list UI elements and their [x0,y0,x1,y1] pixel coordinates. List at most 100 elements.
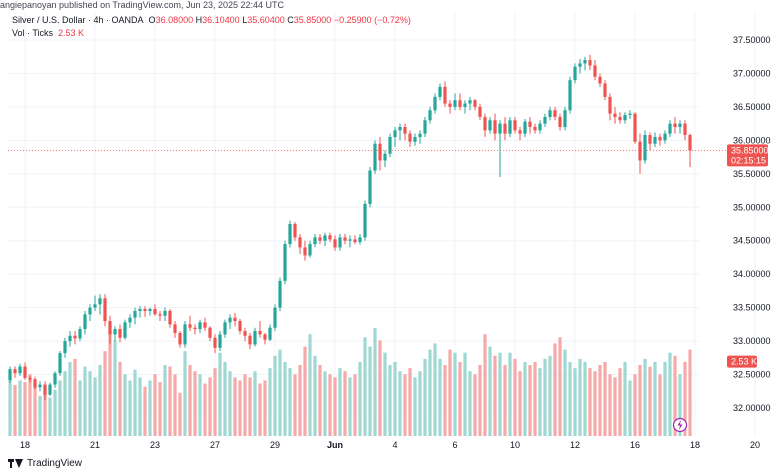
candle-body [498,123,502,134]
volume-bar [393,361,397,436]
volume-bar [648,366,652,436]
candle-body [153,308,157,315]
volume-bar [383,352,387,436]
volume-bar [633,374,637,436]
volume-bar [653,361,657,436]
candle-body [608,96,612,114]
volume-bar [218,352,222,436]
legend-open: 36.08000 [155,15,194,25]
time-axis[interactable]: 1821232729Jun46101216182024 [20,440,780,450]
volume-bar [88,371,92,436]
candle-body [368,170,372,204]
volume-bar [603,361,607,436]
candle-body [338,237,342,248]
volume-bar [478,365,482,436]
candle-body [433,96,437,111]
candle-body [48,384,52,395]
volume-bar [48,397,52,436]
candle-body [518,130,522,134]
volume-bar [413,377,417,436]
volume-bar [288,368,292,436]
x-tick-label: 23 [150,440,160,450]
lightning-icon-bolt [677,420,683,430]
volume-bar [493,355,497,436]
candle-body [168,310,172,325]
volume-bar [613,377,617,436]
y-tick-label: 34.50000 [733,236,771,246]
candle-body [393,130,397,138]
candle-body [128,317,132,323]
candle-body [28,377,32,380]
volume-bar [683,361,687,436]
candle-body [263,334,267,340]
candle-body [343,237,347,241]
volume-bar [558,337,562,436]
volume-bar [588,368,592,436]
legend-volume-label[interactable]: Vol · Ticks [12,28,54,38]
candle-body [533,126,537,131]
x-tick-label: 27 [210,440,220,450]
volume-bar [258,383,262,436]
candle-body [358,237,362,243]
candle-body [568,80,572,111]
volume-bar [263,380,267,436]
y-tick-label: 34.00000 [733,269,771,279]
y-tick-label: 37.00000 [733,68,771,78]
legend-close-label: C [287,15,294,25]
candle-body [633,113,637,142]
volume-bar [573,368,577,436]
volume-bar [98,365,102,436]
candle-body [398,126,402,131]
volume-bar [93,377,97,436]
volume-bar [68,361,72,436]
price-axis[interactable]: 37.50000 37.00000 36.50000 36.00000 35.50000… [733,35,771,413]
candle-body [233,317,237,322]
volume-bar [23,382,27,436]
volume-bar [483,334,487,436]
volume-bar [503,365,507,436]
volume-bar [278,349,282,436]
volume-bar [53,389,57,436]
candle-body [673,123,677,127]
volume-bar [463,352,467,436]
candle-body [148,308,152,311]
candle-body [43,384,47,395]
legend-change: −0.25900 (−0.72%) [333,15,411,25]
volume-bar [513,358,517,436]
volume-bar [183,351,187,436]
volume-bar [598,365,602,436]
candle-body [163,310,167,316]
lightning-icon[interactable] [672,417,688,433]
candle-body [513,120,517,131]
volume-bar [133,369,137,436]
candle-body [678,123,682,127]
legend-volume-value: 2.53 K [58,28,85,38]
volume-bar [428,349,432,436]
candle-body [423,120,427,134]
legend-low-label: L [242,15,248,25]
candle-body [458,100,462,107]
candle-body [378,143,382,161]
volume-bar [373,328,377,436]
legend-symbol[interactable]: Silver / U.S. Dollar · 4h · OANDA [12,15,144,25]
volume-bar [593,371,597,436]
candle-body [523,121,527,134]
volume-bar [638,365,642,436]
candle-body [23,366,27,378]
candle-body [563,110,567,127]
candle-body [143,308,147,311]
candle-body [648,135,652,144]
candle-body [108,321,112,335]
x-tick-label: 29 [270,440,280,450]
volume-bar [568,361,572,436]
candle-body [618,116,622,121]
volume-bar [398,371,402,436]
candles [8,54,692,400]
volume-bar [13,385,17,436]
volume-bar [8,377,12,436]
volume-bar [668,352,672,436]
volume-bar [208,377,212,436]
candle-body [553,110,557,117]
candle-body [463,103,467,107]
